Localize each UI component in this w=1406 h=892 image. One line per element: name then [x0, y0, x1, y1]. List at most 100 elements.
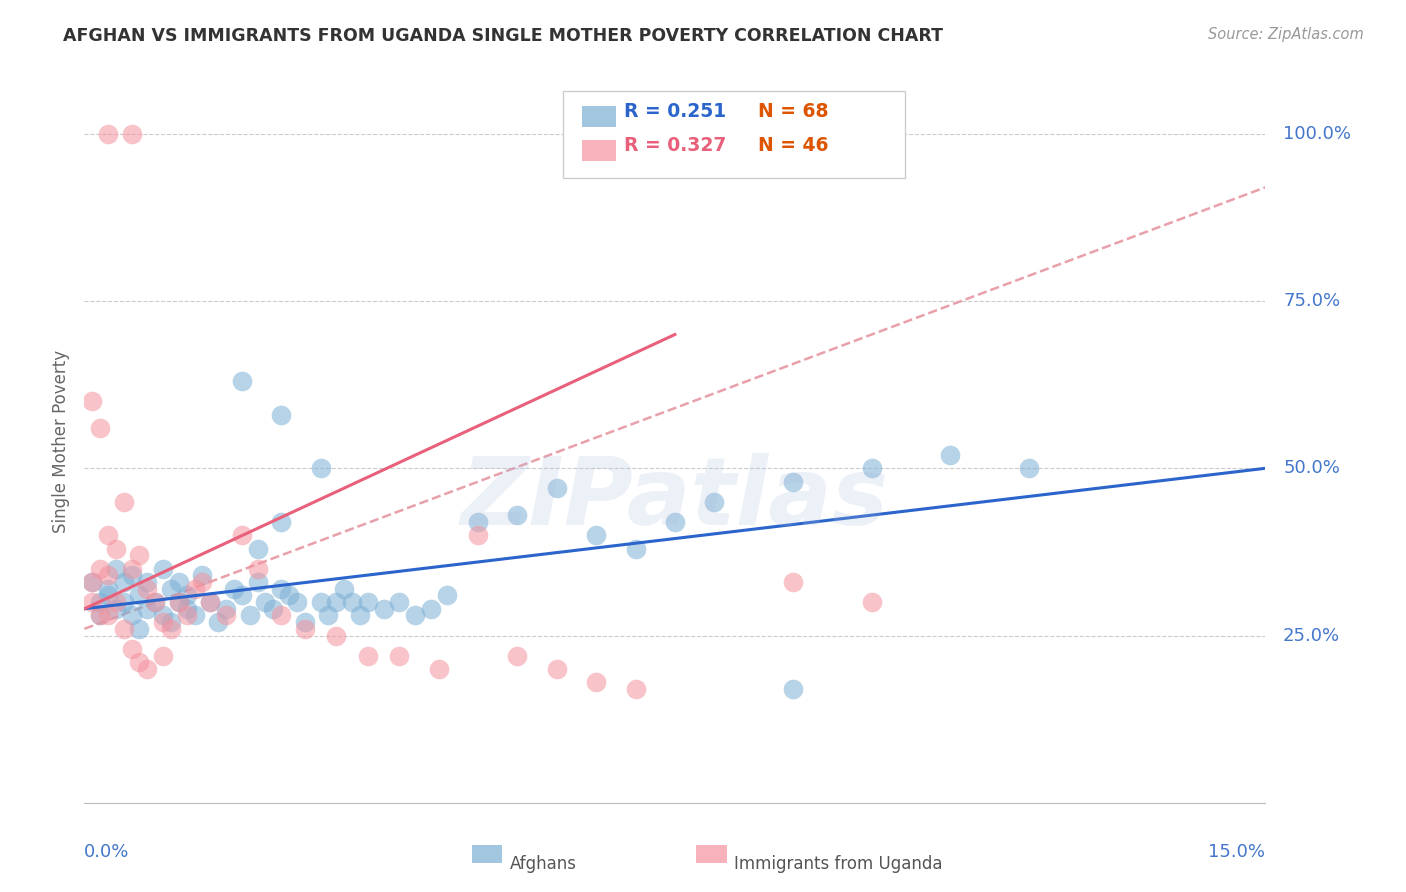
Point: [467, 528, 489, 542]
Point: [183, 608, 205, 623]
Point: [546, 662, 568, 676]
Point: [294, 622, 316, 636]
Point: [136, 575, 159, 590]
Text: 15.0%: 15.0%: [1208, 843, 1265, 861]
Point: [104, 595, 127, 609]
Point: [112, 622, 135, 636]
Text: 75.0%: 75.0%: [1284, 292, 1340, 310]
Point: [167, 575, 190, 590]
Point: [585, 675, 607, 690]
Point: [340, 595, 363, 609]
Point: [121, 642, 143, 657]
Text: R = 0.251: R = 0.251: [624, 102, 727, 120]
Point: [309, 595, 332, 609]
Point: [860, 461, 883, 475]
Text: AFGHAN VS IMMIGRANTS FROM UGANDA SINGLE MOTHER POVERTY CORRELATION CHART: AFGHAN VS IMMIGRANTS FROM UGANDA SINGLE …: [63, 27, 943, 45]
Point: [357, 648, 380, 663]
Point: [97, 589, 120, 603]
Point: [128, 622, 150, 636]
Point: [270, 608, 292, 623]
Point: [222, 582, 245, 596]
Point: [191, 575, 214, 590]
Point: [82, 575, 104, 590]
Point: [136, 582, 159, 596]
FancyBboxPatch shape: [582, 105, 616, 128]
Point: [215, 608, 238, 623]
Point: [325, 595, 347, 609]
Text: 0.0%: 0.0%: [84, 843, 129, 861]
Point: [246, 541, 269, 556]
Point: [270, 408, 292, 422]
Point: [152, 608, 174, 623]
Point: [546, 482, 568, 496]
Point: [143, 595, 166, 609]
Point: [121, 127, 143, 141]
Point: [128, 589, 150, 603]
Point: [97, 528, 120, 542]
Point: [939, 448, 962, 462]
Point: [624, 681, 647, 696]
Point: [325, 628, 347, 642]
Point: [285, 595, 308, 609]
Point: [349, 608, 371, 623]
Point: [121, 608, 143, 623]
FancyBboxPatch shape: [562, 91, 905, 178]
Point: [152, 648, 174, 663]
Text: Immigrants from Uganda: Immigrants from Uganda: [734, 855, 942, 872]
Point: [200, 595, 222, 609]
Point: [104, 562, 127, 576]
Point: [270, 515, 292, 529]
Point: [104, 541, 127, 556]
Point: [160, 615, 183, 630]
Text: Source: ZipAtlas.com: Source: ZipAtlas.com: [1208, 27, 1364, 42]
Point: [254, 595, 277, 609]
Point: [467, 515, 489, 529]
Point: [703, 494, 725, 508]
Text: 25.0%: 25.0%: [1284, 626, 1340, 645]
Text: R = 0.327: R = 0.327: [624, 136, 727, 155]
Point: [262, 602, 284, 616]
Point: [506, 648, 529, 663]
Text: 100.0%: 100.0%: [1284, 125, 1351, 143]
Point: [152, 615, 174, 630]
Point: [782, 681, 804, 696]
Point: [207, 615, 229, 630]
Point: [585, 528, 607, 542]
Point: [176, 589, 198, 603]
Point: [128, 655, 150, 669]
Point: [183, 582, 205, 596]
Point: [82, 575, 104, 590]
Point: [97, 127, 120, 141]
Point: [624, 541, 647, 556]
Point: [506, 508, 529, 523]
Point: [97, 568, 120, 582]
Point: [427, 662, 450, 676]
Point: [143, 595, 166, 609]
Point: [782, 475, 804, 489]
Point: [239, 608, 262, 623]
Point: [104, 602, 127, 616]
Point: [121, 562, 143, 576]
Text: 50.0%: 50.0%: [1284, 459, 1340, 477]
Point: [89, 421, 111, 435]
Point: [136, 662, 159, 676]
Point: [388, 595, 411, 609]
FancyBboxPatch shape: [472, 845, 502, 863]
Point: [89, 562, 111, 576]
Point: [664, 515, 686, 529]
Point: [160, 582, 183, 596]
Point: [1018, 461, 1040, 475]
Point: [333, 582, 356, 596]
Point: [89, 608, 111, 623]
Point: [160, 622, 183, 636]
Point: [318, 608, 340, 623]
Point: [191, 568, 214, 582]
Point: [97, 582, 120, 596]
Point: [309, 461, 332, 475]
Point: [82, 595, 104, 609]
Point: [373, 602, 395, 616]
Point: [167, 595, 190, 609]
Point: [200, 595, 222, 609]
Point: [357, 595, 380, 609]
Point: [176, 608, 198, 623]
